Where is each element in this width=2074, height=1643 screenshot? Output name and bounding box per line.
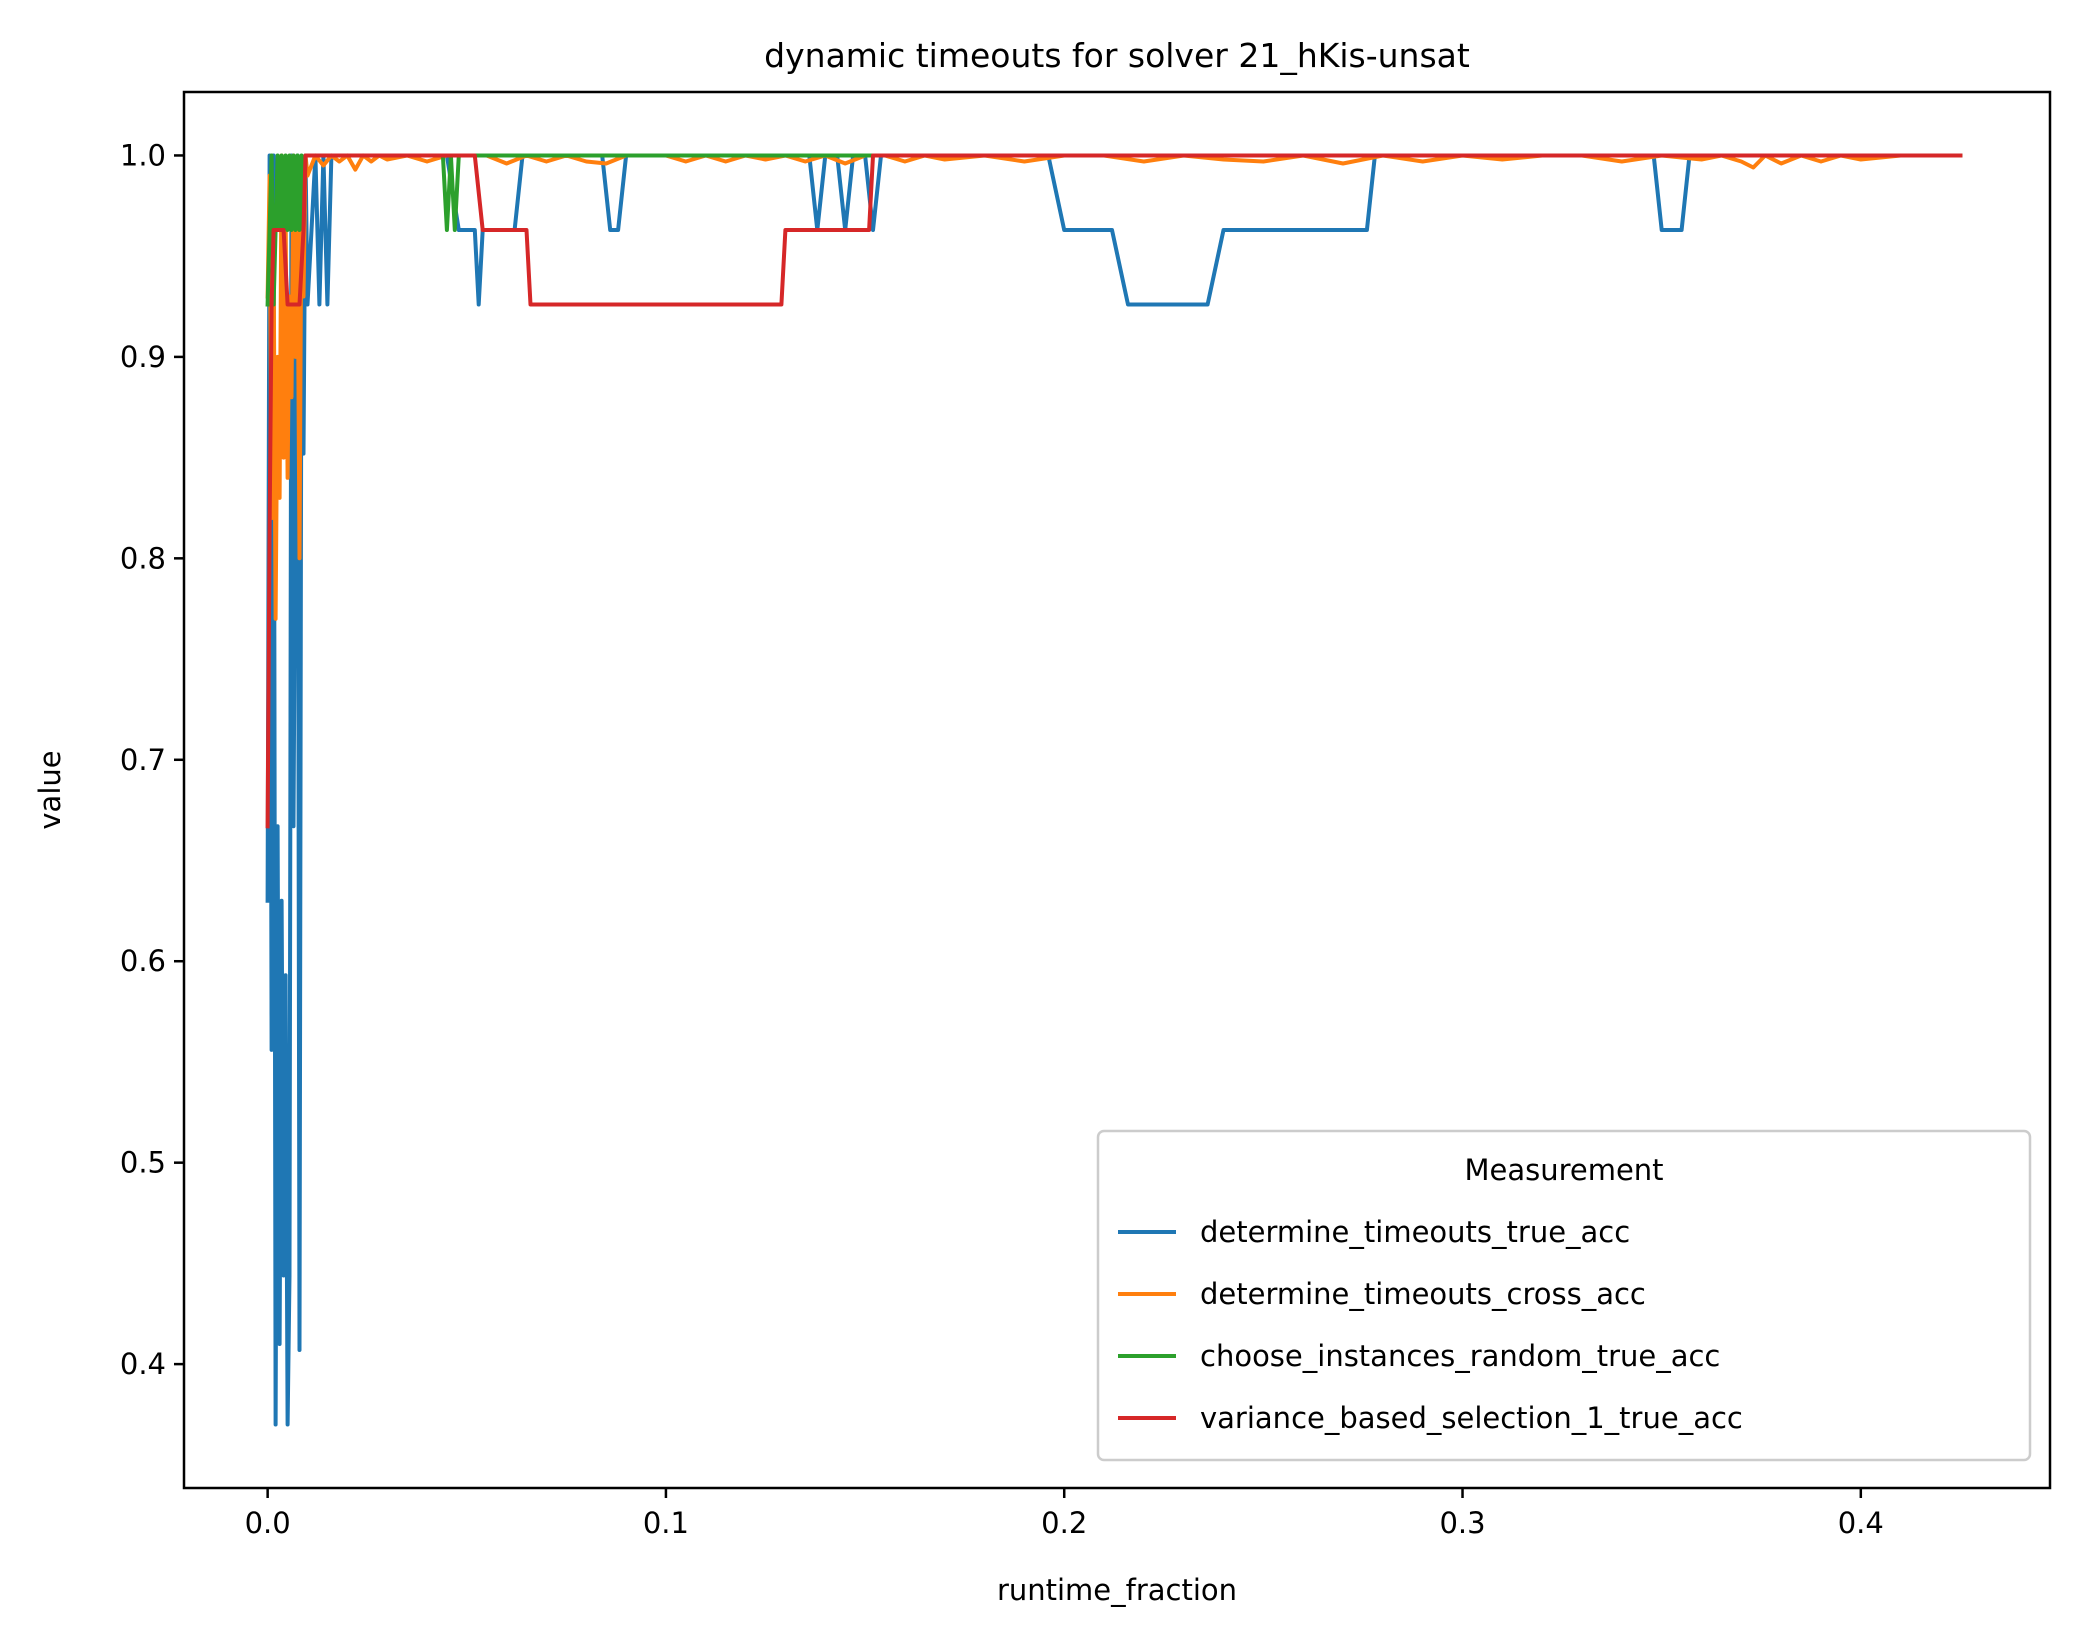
legend-item: choose_instances_random_true_acc: [1118, 1339, 1720, 1373]
axis-ticks: 0.0 0.1 0.2 0.3 0.4 0.4 0.5 0.6 0.7 0.8 0.9 1.0: [120, 138, 1884, 1540]
legend-label: choose_instances_random_true_acc: [1200, 1339, 1720, 1373]
plot-frame: [182, 90, 2052, 1490]
x-axis-label: runtime_fraction: [997, 1573, 1237, 1607]
chart-title: dynamic timeouts for solver 21_hKis-unsa…: [764, 36, 1470, 75]
y-tick-label: 0.4: [120, 1347, 166, 1381]
y-tick-label: 0.7: [120, 743, 166, 777]
x-tick-label: 0.1: [643, 1506, 689, 1540]
legend-label: determine_timeouts_true_acc: [1200, 1215, 1630, 1249]
legend-item: determine_timeouts_cross_acc: [1118, 1277, 1646, 1311]
legend-item: determine_timeouts_true_acc: [1118, 1215, 1630, 1249]
legend: Measurement determine_timeouts_true_accd…: [1096, 1129, 2032, 1462]
y-tick-label: 0.9: [120, 340, 166, 374]
x-tick-label: 0.0: [245, 1506, 291, 1540]
legend-label: determine_timeouts_cross_acc: [1200, 1277, 1646, 1311]
plot-lines: [265, 153, 1963, 1427]
y-tick-label: 0.5: [120, 1146, 166, 1180]
series-line-3: [265, 153, 1963, 829]
y-axis-label: value: [33, 750, 67, 829]
y-tick-label: 1.0: [120, 138, 166, 172]
legend-title: Measurement: [1464, 1153, 1663, 1187]
x-tick-label: 0.4: [1838, 1506, 1884, 1540]
y-tick-label: 0.8: [120, 541, 166, 575]
legend-entries: determine_timeouts_true_acc determine_tim…: [1118, 1215, 1743, 1435]
series-line-2: [265, 153, 1963, 307]
y-tick-label: 0.6: [120, 944, 166, 978]
series-line-0: [265, 153, 1963, 1427]
legend-box: [1096, 1129, 2032, 1462]
legend-item: variance_based_selection_1_true_acc: [1118, 1401, 1743, 1435]
x-tick-label: 0.3: [1439, 1506, 1485, 1540]
x-tick-label: 0.2: [1041, 1506, 1087, 1540]
legend-label: variance_based_selection_1_true_acc: [1200, 1401, 1743, 1435]
